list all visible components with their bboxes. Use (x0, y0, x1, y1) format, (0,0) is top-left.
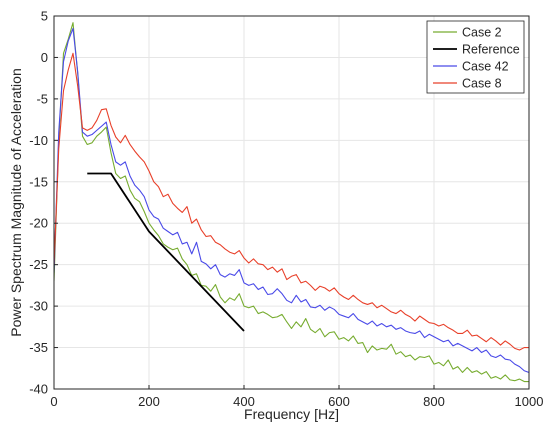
series-line-case-42 (54, 27, 529, 373)
legend-label: Case 2 (462, 26, 502, 40)
axis-ticks: 0 200 400 600 800 1000 -40 -35 -30 -25 -20 -15 -10 -5… (29, 9, 543, 410)
y-tick-label: 5 (41, 9, 48, 24)
legend-label: Reference (462, 43, 520, 57)
x-tick-label: 200 (138, 394, 160, 409)
x-tick-label: 800 (423, 394, 445, 409)
y-tick-label: -15 (29, 174, 48, 189)
plot-frame (53, 15, 530, 390)
y-tick-label: -25 (29, 257, 48, 272)
x-axis-label: Frequency [Hz] (244, 406, 339, 422)
x-tick-label: 400 (233, 394, 255, 409)
y-tick-label: -35 (29, 340, 48, 355)
x-tick-label: 0 (50, 394, 57, 409)
x-tick-label: 600 (328, 394, 350, 409)
x-tick-label: 1000 (515, 394, 544, 409)
series-line-reference (87, 172, 245, 332)
y-tick-label: -20 (29, 216, 48, 231)
y-tick-label: -10 (29, 133, 48, 148)
y-axis-label: Power Spectrum Magnitude of Acceleration (8, 68, 24, 336)
legend-label: Case 8 (462, 77, 502, 91)
y-tick-label: -40 (29, 382, 48, 397)
y-tick-label: -30 (29, 299, 48, 314)
y-tick-label: -5 (36, 91, 48, 106)
y-tick-label: 0 (41, 50, 48, 65)
legend-box (426, 20, 525, 94)
grid (53, 15, 530, 390)
legend-label: Case 42 (462, 60, 509, 74)
series-layer (54, 22, 529, 383)
legend: Case 2 Reference Case 42 Case 8 (426, 20, 525, 94)
series-line-case-8 (54, 52, 529, 351)
series-line-case-2 (54, 22, 529, 383)
